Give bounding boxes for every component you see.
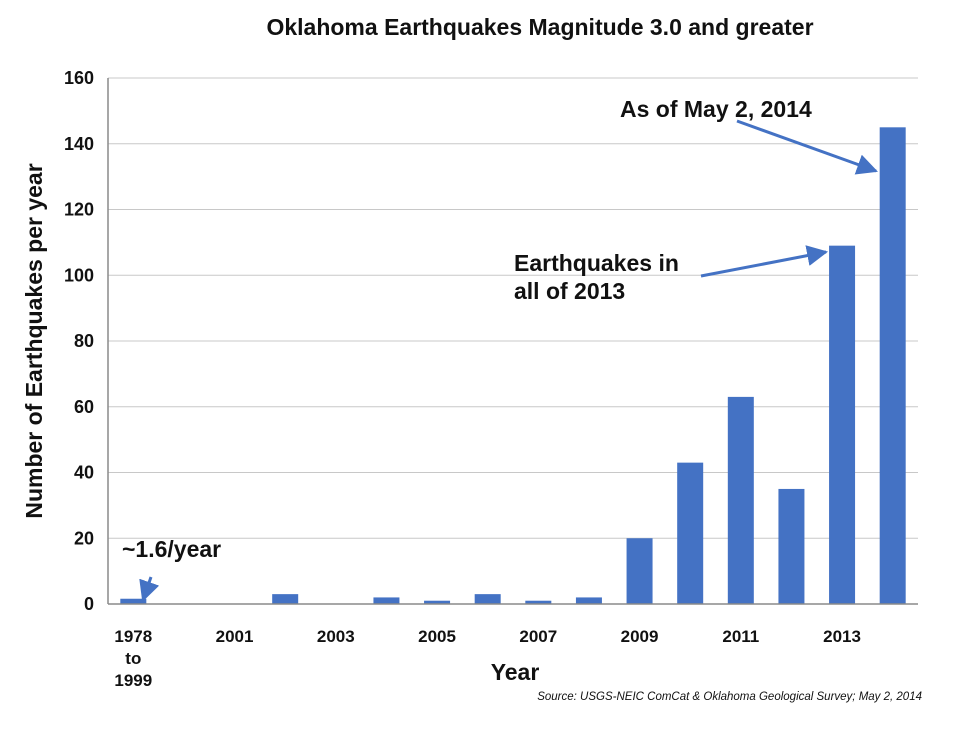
y-tick-label: 140 (64, 134, 94, 154)
bar (879, 127, 906, 604)
bar (626, 538, 653, 604)
annotation-label: ~1.6/year (122, 536, 221, 562)
x-tick-labels: 1978 to 1999 2001 2003 2005 2007 2009 2011 2013 (114, 627, 861, 690)
x-axis-title: Year (491, 659, 540, 685)
y-tick-label: 160 (64, 68, 94, 88)
y-tick-label: 0 (84, 594, 94, 614)
bar (575, 597, 602, 604)
annotation-arrow (139, 576, 160, 602)
bar (424, 600, 451, 604)
y-tick-label: 100 (64, 265, 94, 285)
bar (474, 594, 501, 604)
x-tick-label: 2009 (621, 627, 659, 646)
chart-title: Oklahoma Earthquakes Magnitude 3.0 and g… (266, 14, 813, 40)
x-tick-label: 2013 (823, 627, 861, 646)
axes (107, 78, 918, 605)
x-tick-label: 2007 (519, 627, 557, 646)
x-tick-label: 2003 (317, 627, 355, 646)
gridlines (108, 77, 918, 539)
y-tick-label: 60 (74, 397, 94, 417)
y-tick-label: 120 (64, 200, 94, 220)
y-tick-label: 40 (74, 463, 94, 483)
bar (778, 488, 805, 604)
x-tick-label: 1978 to 1999 (114, 627, 152, 690)
x-tick-label: 2011 (722, 627, 759, 646)
y-tick-label: 20 (74, 528, 94, 548)
annotation-label: As of May 2, 2014 (620, 96, 812, 122)
bars (120, 127, 906, 604)
annotation-label: Earthquakes in all of 2013 (514, 250, 679, 304)
bar (120, 598, 147, 604)
y-tick-labels: 0 20 40 60 80 100 120 140 160 (64, 68, 94, 614)
annotation-arrow (736, 119, 878, 175)
x-tick-label: 2005 (418, 627, 456, 646)
bar (272, 594, 299, 604)
annotation-arrow (700, 245, 829, 278)
bar (373, 597, 400, 604)
x-tick-label: 2001 (216, 627, 254, 646)
y-axis-title: Number of Earthquakes per year (21, 163, 47, 518)
source-note: Source: USGS-NEIC ComCat & Oklahoma Geol… (537, 691, 922, 703)
bar (727, 396, 754, 604)
bar (525, 600, 552, 604)
bar (829, 245, 856, 604)
y-tick-label: 80 (74, 331, 94, 351)
annotations: ~1.6/year Earthquakes in all of 2013 As of … (122, 96, 878, 602)
bar (677, 462, 704, 604)
